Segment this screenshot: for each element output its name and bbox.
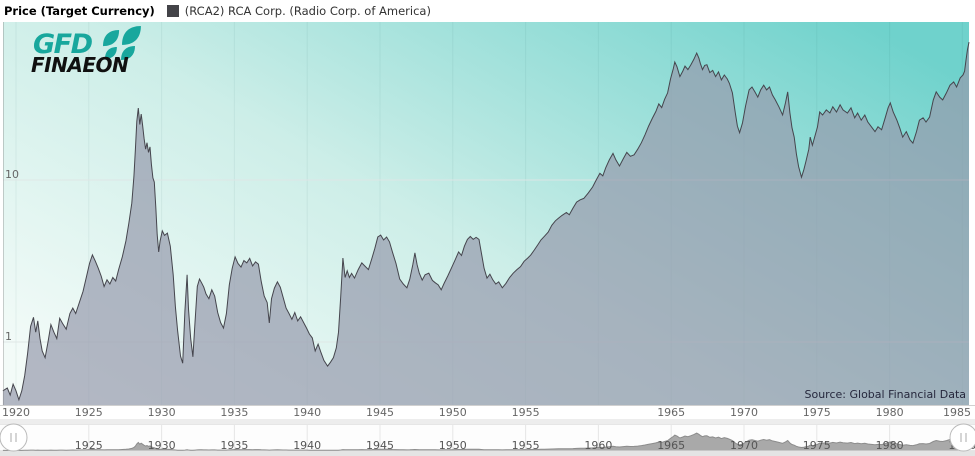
navigator-line [2,429,970,451]
x-axis-label: 1925 [75,406,103,419]
divider-band-bottom [0,451,975,456]
x-axis-label: 1920 [2,406,30,419]
legend-swatch-icon [166,4,179,17]
navigator-label: 1965 [657,439,685,452]
axes [0,22,975,406]
y-axis-label: 10 [5,168,19,181]
legend-label: (RCA2) RCA Corp. (Radio Corp. of America… [184,3,431,18]
logo-finaeon-text: FINAEON [31,53,129,77]
gfd-leaf-icon [103,26,141,60]
x-axis-label: 1930 [148,406,176,419]
axis-labels: 1 10 1920 1925 1930 1935 1940 1945 1950 1955 1965 1… [2,168,971,419]
navigator-label: 1930 [148,439,176,452]
x-axis-label: 1965 [657,406,685,419]
x-axis-label: 1950 [439,406,467,419]
navigator-label: 1950 [439,439,467,452]
navigator-label: 1940 [293,439,321,452]
y-axis-label: 1 [5,330,12,343]
x-axis-label: 1985 [943,406,971,419]
navigator-label: 1945 [366,439,394,452]
chart-title: Price (Target Currency) [4,3,155,18]
gfd-finaeon-logo: GFD FINAEON [31,26,141,77]
navigator-handles[interactable] [0,423,975,452]
navigator-label: 1970 [730,439,758,452]
navigator-area [2,430,969,451]
price-line [2,41,970,402]
x-axis-label: 1975 [803,406,831,419]
source-note: Source: Global Financial Data [805,388,967,401]
logo-gfd-text: GFD [33,29,93,60]
navigator-label: 1960 [584,439,612,452]
navigator-handle-right[interactable] [949,423,975,452]
navigator-label: 1975 [803,439,831,452]
legend-item[interactable]: (RCA2) RCA Corp. (Radio Corp. of America… [166,3,431,18]
x-axis-label: 1940 [293,406,321,419]
x-axis-label: 1955 [512,406,540,419]
x-axis-label: 1935 [220,406,248,419]
chart-header: Price (Target Currency) (RCA2) RCA Corp.… [0,0,975,21]
x-axis-label: 1970 [730,406,758,419]
navigator-label: 1925 [75,439,103,452]
navigator-label: 1955 [512,439,540,452]
main-price-series[interactable] [2,41,970,405]
x-axis-label: 1980 [876,406,904,419]
x-axis-label: 1945 [366,406,394,419]
navigator-label: 1935 [220,439,248,452]
navigator[interactable]: 1925 1930 1935 1940 1945 1950 1955 1960 1965 1970… [0,424,975,453]
navigator-handle-left[interactable] [0,423,28,452]
navigator-label: 1980 [876,439,904,452]
divider-band-top [0,419,975,425]
price-area [2,42,969,405]
